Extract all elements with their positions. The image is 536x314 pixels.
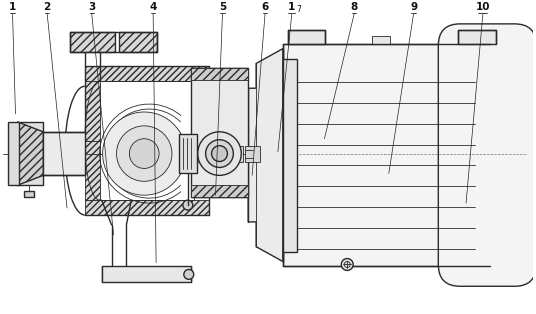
Text: 1: 1 (288, 2, 295, 12)
Bar (196, 146, 243, 161)
Text: 4: 4 (150, 2, 157, 12)
Circle shape (183, 200, 193, 210)
Circle shape (184, 269, 193, 279)
Polygon shape (18, 122, 43, 185)
Circle shape (129, 139, 159, 168)
Circle shape (206, 140, 233, 167)
Bar (120, 32, 157, 51)
Bar (179, 134, 197, 173)
Polygon shape (85, 141, 100, 200)
Text: 6: 6 (262, 2, 269, 12)
Bar (18, 122, 43, 185)
Circle shape (116, 126, 172, 181)
Circle shape (212, 146, 227, 161)
Bar (283, 44, 468, 267)
Text: 5: 5 (219, 2, 226, 12)
Bar (70, 32, 115, 51)
Polygon shape (85, 81, 100, 141)
Circle shape (198, 132, 241, 175)
Text: 7: 7 (297, 5, 302, 14)
Bar (283, 58, 297, 252)
Bar (8, 122, 19, 185)
Polygon shape (191, 68, 248, 80)
Bar (288, 30, 325, 44)
Circle shape (102, 112, 186, 195)
Text: 2: 2 (43, 2, 51, 12)
Text: 3: 3 (88, 2, 95, 12)
Bar (372, 36, 390, 44)
Bar (458, 30, 496, 44)
Bar (191, 68, 248, 197)
Bar (245, 146, 260, 161)
Text: 9: 9 (410, 2, 417, 12)
Polygon shape (85, 200, 209, 215)
Text: 8: 8 (351, 2, 358, 12)
Polygon shape (191, 185, 248, 197)
FancyBboxPatch shape (438, 24, 536, 286)
Polygon shape (85, 67, 209, 81)
Circle shape (341, 258, 353, 270)
Text: 1: 1 (9, 2, 16, 12)
Bar (42, 132, 85, 175)
Polygon shape (248, 49, 283, 262)
Text: 10: 10 (475, 2, 490, 12)
Bar (25, 191, 34, 197)
Bar (102, 267, 191, 282)
